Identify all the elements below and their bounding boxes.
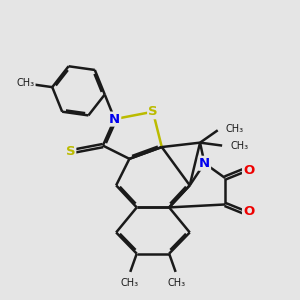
Text: CH₃: CH₃ [17, 78, 35, 88]
Text: S: S [148, 105, 158, 118]
Text: CH₃: CH₃ [226, 124, 244, 134]
Text: N: N [109, 112, 120, 126]
Text: S: S [66, 145, 75, 158]
Text: N: N [199, 157, 210, 170]
Text: O: O [243, 205, 254, 218]
Text: O: O [243, 164, 254, 177]
Text: CH₃: CH₃ [121, 278, 139, 288]
Text: CH₃: CH₃ [167, 278, 185, 288]
Text: CH₃: CH₃ [230, 141, 248, 151]
